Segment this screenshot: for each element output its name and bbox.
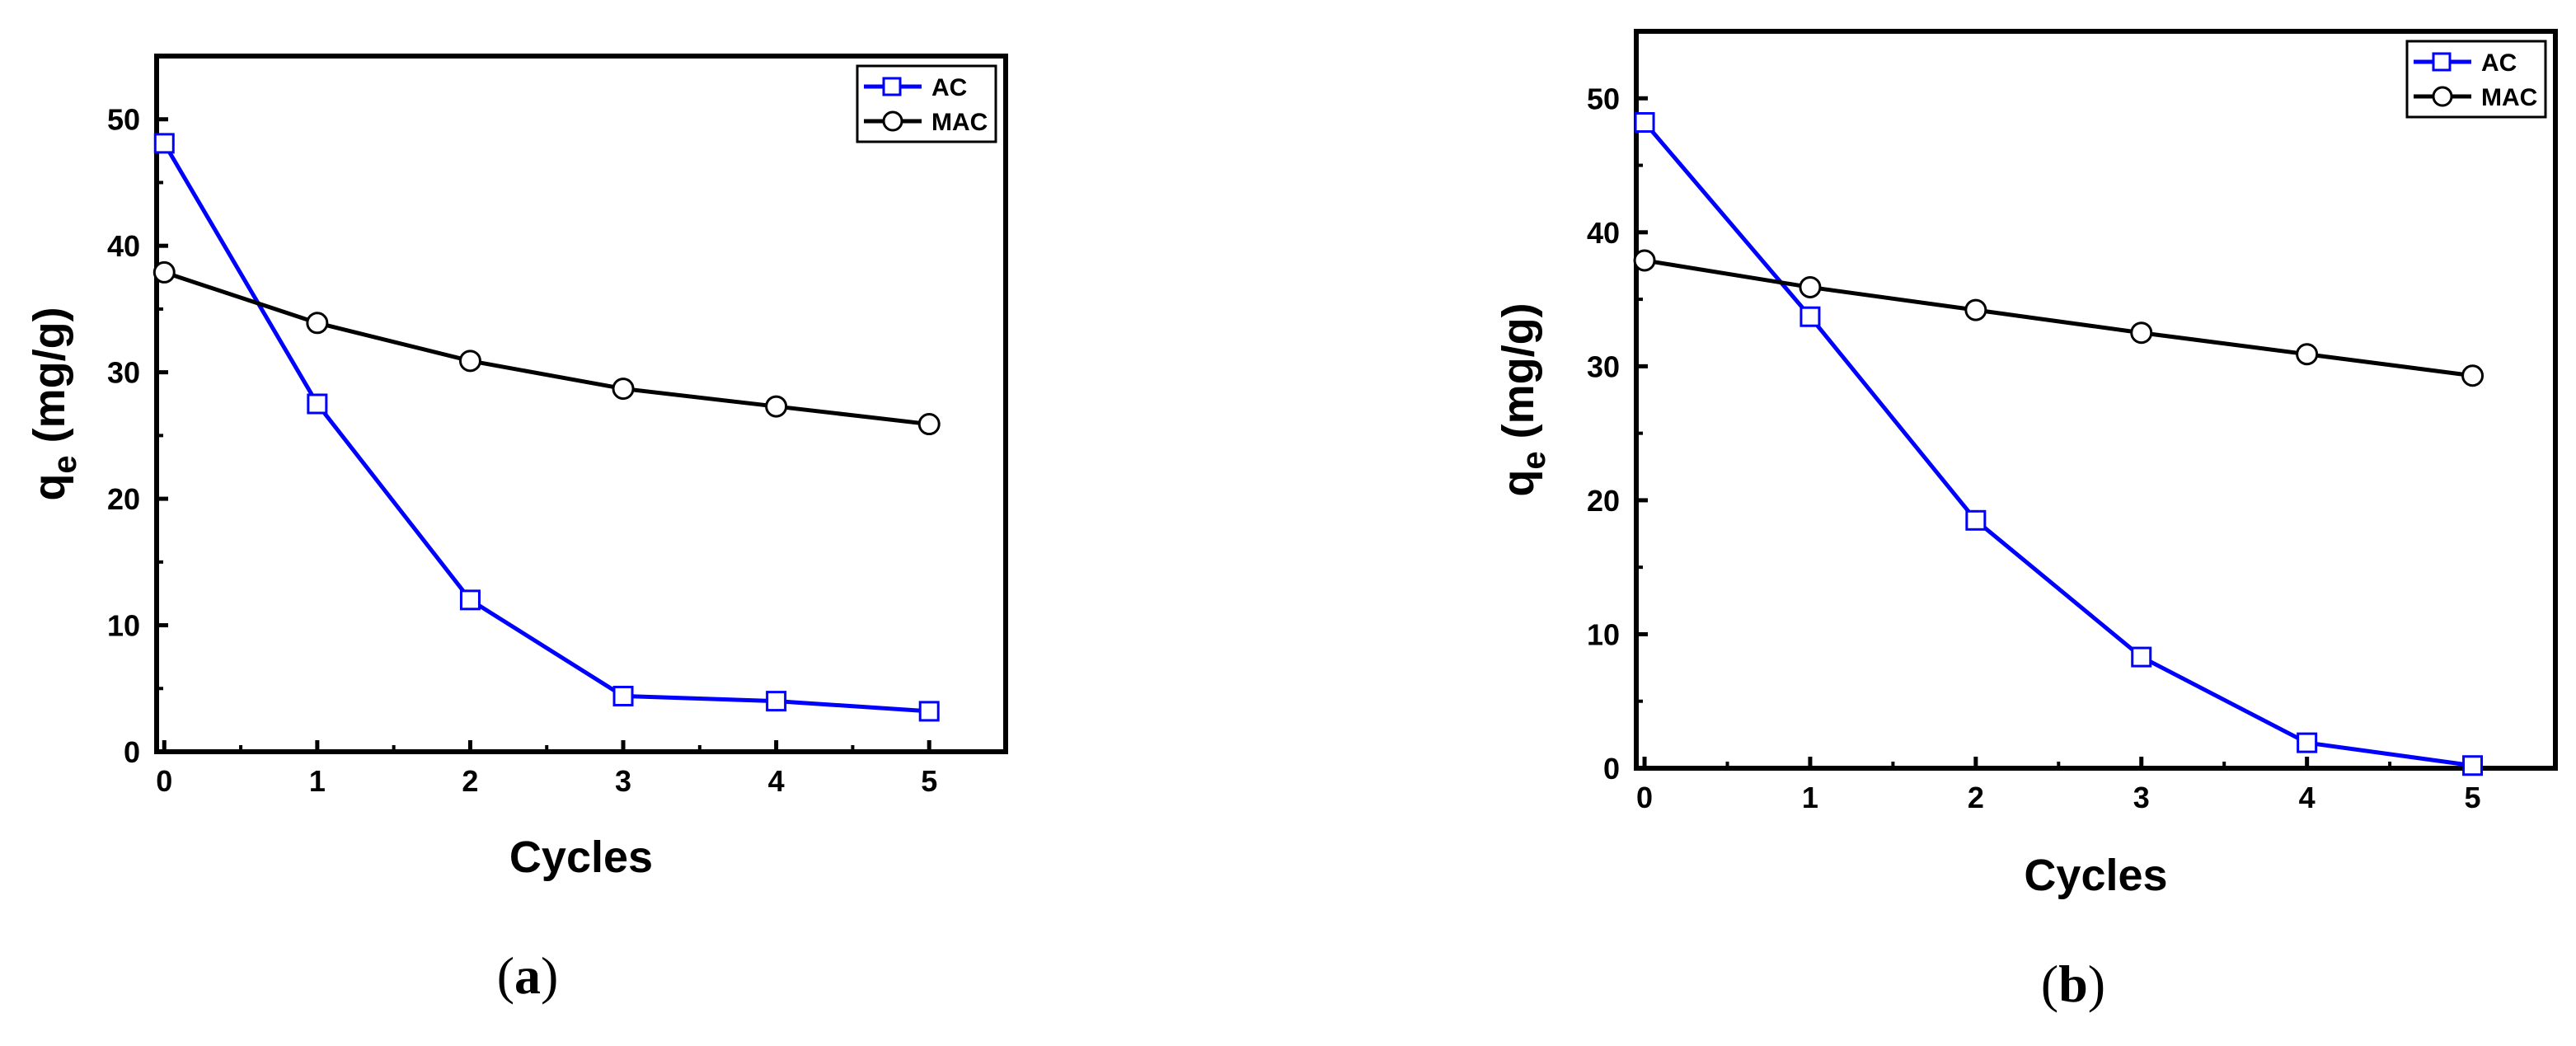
- data-point-mac: [2130, 321, 2153, 345]
- legend-box: [2405, 40, 2547, 119]
- data-point-ac: [766, 691, 787, 712]
- y-tick-label: 20: [1587, 484, 1620, 518]
- legend-box: [856, 64, 997, 143]
- legend-marker-ac: [882, 77, 902, 96]
- x-tick-label: 2: [462, 764, 478, 798]
- data-point-ac: [918, 701, 940, 722]
- data-point-mac: [306, 312, 329, 335]
- data-point-mac: [917, 413, 941, 436]
- x-axis-title: Cycles: [509, 833, 653, 882]
- y-tick-label: 50: [107, 103, 140, 137]
- caption-letter: b: [2058, 955, 2088, 1013]
- legend: AC MAC: [856, 64, 997, 143]
- legend-label-mac: MAC: [931, 109, 988, 136]
- y-axis-title: qe (mg/g): [25, 307, 83, 500]
- data-point-ac: [1799, 306, 1821, 327]
- data-point-ac: [612, 685, 634, 706]
- x-axis-title: Cycles: [2024, 851, 2167, 900]
- data-point-mac: [458, 349, 481, 373]
- caption-close-paren: ): [2088, 955, 2105, 1013]
- x-tick-label: 0: [156, 764, 172, 798]
- data-point-mac: [2296, 343, 2319, 366]
- y-axis-title-subscript: e: [47, 455, 83, 473]
- data-point-mac: [765, 395, 788, 418]
- data-point-ac: [1965, 509, 1987, 531]
- plot-frame: [154, 54, 1008, 754]
- y-axis-title-subscript: e: [1516, 451, 1552, 469]
- data-point-ac: [2297, 732, 2318, 753]
- y-axis-title-unit: (mg/g): [1494, 303, 1543, 451]
- panel-caption: (b): [2041, 955, 2105, 1013]
- caption-open-paren: (: [2041, 955, 2058, 1013]
- data-point-mac: [1633, 249, 1656, 272]
- x-tick-label: 0: [1636, 781, 1653, 814]
- legend-label-ac: AC: [931, 74, 967, 101]
- y-axis-title-main: q: [25, 474, 74, 501]
- legend: AC MAC: [2405, 40, 2547, 119]
- y-tick-label: 10: [107, 609, 140, 643]
- series-line-ac: [1643, 120, 2473, 768]
- data-point-ac: [2462, 755, 2484, 776]
- y-tick-label: 50: [1587, 82, 1620, 115]
- data-point-ac: [459, 589, 481, 611]
- legend-marker-mac: [2432, 86, 2453, 107]
- x-tick-label: 2: [1968, 781, 1984, 814]
- caption-close-paren: ): [541, 946, 558, 1005]
- y-tick-label: 0: [124, 735, 140, 769]
- data-point-mac: [152, 260, 176, 284]
- y-axis-title-unit: (mg/g): [25, 307, 74, 455]
- y-tick-label: 0: [1603, 752, 1620, 786]
- x-tick-label: 4: [2299, 781, 2316, 814]
- y-tick-label: 30: [107, 356, 140, 390]
- data-point-mac: [612, 378, 635, 401]
- caption-open-paren: (: [497, 946, 514, 1005]
- y-tick-label: 10: [1587, 617, 1620, 651]
- y-tick-label: 20: [107, 482, 140, 516]
- plot-frame: [1634, 29, 2558, 771]
- legend-label-ac: AC: [2481, 49, 2517, 77]
- x-tick-label: 1: [309, 764, 326, 798]
- series-line-mac: [1644, 258, 2473, 378]
- data-point-ac: [2131, 646, 2152, 668]
- series-line-ac: [162, 142, 930, 714]
- x-tick-label: 4: [768, 764, 785, 798]
- legend-marker-mac: [882, 110, 903, 132]
- x-tick-label: 1: [1802, 781, 1818, 814]
- y-axis-title: qe (mg/g): [1494, 303, 1552, 496]
- data-point-mac: [2461, 364, 2485, 387]
- x-tick-label: 3: [2133, 781, 2150, 814]
- x-tick-label: 5: [2465, 781, 2481, 814]
- y-tick-label: 40: [1587, 216, 1620, 250]
- legend-label-mac: MAC: [2481, 84, 2537, 111]
- data-point-ac: [1634, 112, 1655, 134]
- x-tick-label: 3: [615, 764, 631, 798]
- data-point-mac: [1799, 275, 1822, 298]
- y-tick-label: 30: [1587, 349, 1620, 383]
- legend-marker-ac: [2432, 52, 2452, 72]
- series-line-mac: [163, 270, 930, 427]
- x-tick-label: 5: [921, 764, 937, 798]
- data-point-mac: [1964, 298, 1987, 321]
- caption-letter: a: [514, 946, 541, 1005]
- panel-caption: (a): [497, 946, 559, 1005]
- data-point-ac: [307, 393, 328, 415]
- y-axis-title-main: q: [1494, 470, 1543, 497]
- data-point-ac: [153, 133, 175, 154]
- y-tick-label: 40: [107, 229, 140, 263]
